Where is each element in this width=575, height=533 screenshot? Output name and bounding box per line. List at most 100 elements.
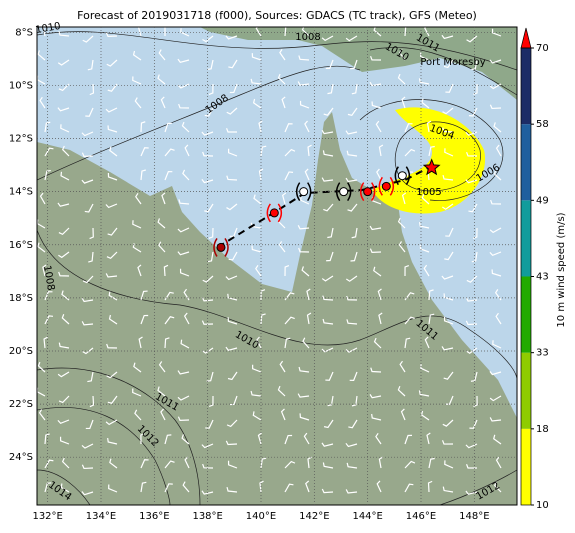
barb xyxy=(307,144,312,157)
barb xyxy=(252,411,262,421)
barb xyxy=(371,101,382,109)
barb xyxy=(44,459,54,469)
barb xyxy=(443,293,454,301)
lon-tick-label: 142°E xyxy=(299,511,329,522)
track-point xyxy=(269,208,279,218)
barb xyxy=(57,202,70,207)
barb xyxy=(442,174,454,181)
barb xyxy=(255,264,262,277)
barb xyxy=(281,96,286,109)
barb xyxy=(404,123,413,133)
lat-tick-label: 22°S xyxy=(9,399,33,410)
barb xyxy=(207,59,214,71)
barb xyxy=(444,148,454,157)
barb xyxy=(321,442,334,447)
barb xyxy=(58,83,70,92)
barb xyxy=(164,434,172,445)
barb xyxy=(489,395,502,402)
barb xyxy=(251,245,262,253)
barb xyxy=(303,432,310,445)
lat-tick-label: 8°S xyxy=(15,27,33,38)
barb xyxy=(132,76,142,85)
barb xyxy=(228,251,238,261)
barb xyxy=(160,408,166,421)
barb xyxy=(88,251,94,263)
barb xyxy=(227,293,238,301)
barb xyxy=(157,74,166,85)
barb xyxy=(158,361,166,373)
barb xyxy=(160,96,166,109)
barb xyxy=(252,98,262,109)
barb xyxy=(322,295,334,301)
barb xyxy=(227,317,238,325)
barb xyxy=(107,437,118,445)
barb xyxy=(321,129,334,135)
barb xyxy=(369,225,382,231)
barb xyxy=(404,148,416,157)
barb xyxy=(465,464,478,469)
barb xyxy=(255,27,262,37)
barb xyxy=(140,432,145,445)
barb xyxy=(226,486,238,493)
barb xyxy=(346,462,358,469)
barb xyxy=(281,192,287,205)
barb xyxy=(58,251,70,259)
barb xyxy=(307,456,312,469)
barb xyxy=(181,434,190,445)
barb xyxy=(134,409,142,421)
barb xyxy=(37,242,46,253)
barb xyxy=(178,103,190,109)
barb xyxy=(369,81,382,87)
barb xyxy=(492,340,502,349)
barb xyxy=(61,457,70,469)
lat-tick-label: 12°S xyxy=(9,134,33,145)
barb xyxy=(107,172,118,181)
barb xyxy=(205,419,214,429)
colorbar-extend xyxy=(520,27,532,49)
barb xyxy=(297,81,310,86)
colorbar-segment xyxy=(521,276,531,353)
barb xyxy=(350,251,358,262)
land-new-guinea xyxy=(200,27,517,100)
barb xyxy=(489,59,502,64)
barb xyxy=(369,248,382,253)
colorbar-tick-label: 49 xyxy=(536,195,549,206)
wind-barbs xyxy=(37,27,502,496)
barb xyxy=(420,410,430,421)
barb xyxy=(208,395,214,407)
barb xyxy=(277,73,286,85)
barb xyxy=(494,481,502,493)
contour-label: 1010 xyxy=(35,21,62,36)
barb xyxy=(397,385,406,397)
barb xyxy=(493,122,502,133)
lon-tick-label: 138°E xyxy=(192,511,222,522)
barb xyxy=(299,100,310,109)
track-hook xyxy=(335,182,352,202)
barb xyxy=(208,83,214,95)
barb xyxy=(202,275,214,283)
barb xyxy=(428,289,434,301)
contour-label: 1005 xyxy=(416,187,441,198)
barb xyxy=(284,123,293,133)
barb xyxy=(57,371,70,378)
barb xyxy=(201,443,214,449)
barb xyxy=(489,227,502,234)
barb xyxy=(489,251,502,257)
barb xyxy=(301,266,310,277)
barb xyxy=(345,275,358,282)
lon-tick-label: 146°E xyxy=(406,511,436,522)
barb xyxy=(140,459,149,469)
colorbar-tick-label: 33 xyxy=(536,348,549,359)
barb xyxy=(322,462,334,469)
barb xyxy=(445,227,454,237)
barb xyxy=(132,50,142,61)
barb xyxy=(284,337,291,349)
barb xyxy=(81,321,94,326)
barb xyxy=(60,483,70,493)
barb xyxy=(134,97,142,109)
barb xyxy=(376,480,382,493)
lon-tick-label: 134°E xyxy=(86,511,116,522)
barb xyxy=(426,120,432,133)
barb xyxy=(140,481,147,493)
barb xyxy=(490,199,502,205)
